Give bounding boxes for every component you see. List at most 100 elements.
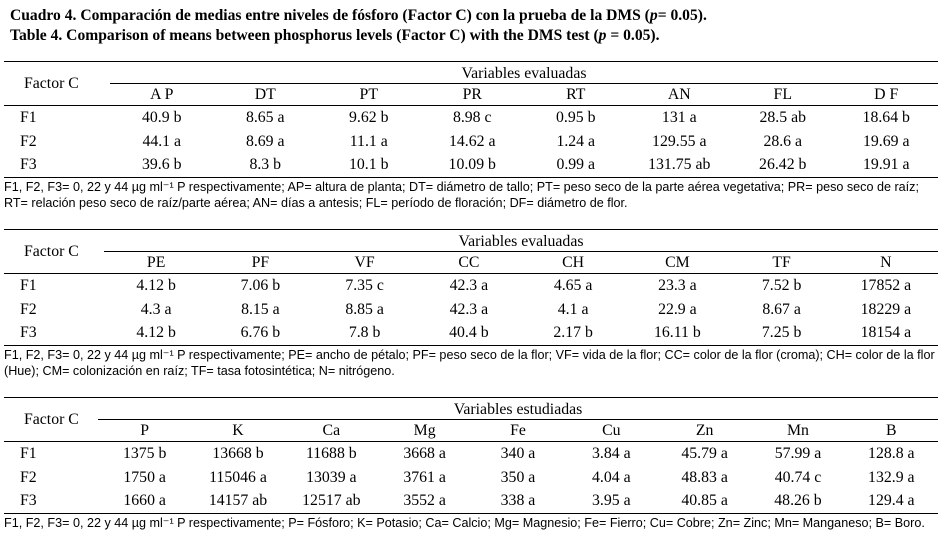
table-row: F2 4.3 a 8.15 a 8.85 a 42.3 a 4.1 a 22.9… xyxy=(4,298,938,322)
table-cell: 10.09 b xyxy=(448,156,496,174)
table-cell: 0.95 b xyxy=(556,108,596,126)
table-cell: 45.79 a xyxy=(681,444,728,462)
caption-spanish: Cuadro 4. Comparación de medias entre ni… xyxy=(10,7,707,24)
table-cell: 131.75 ab xyxy=(648,156,711,174)
table-cell: 132.9 a xyxy=(868,468,915,486)
table-1: Factor C Variables evaluadas A P DT PT P… xyxy=(4,61,938,178)
table-cell: 3.95 a xyxy=(592,492,631,510)
row-label: F1 xyxy=(20,444,37,462)
table-cell: 40.4 b xyxy=(449,324,489,342)
column-header: Ca xyxy=(322,421,341,439)
table-cell: 7.52 b xyxy=(761,276,802,294)
table-cell: 42.3 a xyxy=(449,276,489,294)
table-row: F1 1375 b 13668 b 11688 b 3668 a 340 a 3… xyxy=(4,442,938,466)
table-row: F3 39.6 b 8.3 b 10.1 b 10.09 b 0.99 a 13… xyxy=(4,154,938,178)
table-footnote: F1, F2, F3= 0, 22 y 44 µg ml⁻¹ P respect… xyxy=(4,348,935,378)
column-header: N xyxy=(880,253,892,271)
table-cell: 40.9 b xyxy=(142,108,182,126)
table-cell: 3.84 a xyxy=(592,444,631,462)
table-cell: 338 a xyxy=(500,492,536,510)
group-header: Variables evaluadas xyxy=(104,229,938,252)
column-header: DT xyxy=(254,85,276,103)
table-cell: 129.4 a xyxy=(868,492,915,510)
table-cell: 12517 ab xyxy=(302,492,361,510)
table-cell: 129.55 a xyxy=(652,132,707,150)
table-cell: 4.1 a xyxy=(557,300,589,318)
table-cell: 11688 b xyxy=(305,444,357,462)
row-label: F3 xyxy=(20,156,37,174)
table-cell: 23.3 a xyxy=(658,276,697,294)
table-3: Factor C Variables estudiadas P K Ca Mg … xyxy=(4,397,938,514)
group-header: Variables estudiadas xyxy=(98,397,938,420)
table-cell: 4.3 a xyxy=(140,300,172,318)
row-label: F1 xyxy=(20,276,37,294)
table-cell: 13668 b xyxy=(212,444,264,462)
table-row: F3 1660 a 14157 ab 12517 ab 3552 a 338 a… xyxy=(4,490,938,514)
column-header: CC xyxy=(458,253,480,271)
table-cell: 8.3 b xyxy=(249,156,282,174)
table-cell: 13039 a xyxy=(306,468,357,486)
column-header: K xyxy=(232,421,244,439)
column-header: PF xyxy=(251,253,270,271)
column-header: P xyxy=(140,421,150,439)
table-cell: 4.12 b xyxy=(136,276,176,294)
column-header: D F xyxy=(874,85,899,103)
table-cell: 4.65 a xyxy=(553,276,593,294)
table-row: F2 1750 a 115046 a 13039 a 3761 a 350 a … xyxy=(4,466,938,490)
table-cell: 350 a xyxy=(500,468,536,486)
table-cell: 2.17 b xyxy=(553,324,593,342)
table-cell: 42.3 a xyxy=(449,300,489,318)
column-header: PT xyxy=(359,85,378,103)
row-label: F3 xyxy=(20,324,37,342)
column-header: AN xyxy=(667,85,691,103)
column-header: TF xyxy=(772,253,791,271)
table-2-block: Factor C Variables evaluadas PE PF VF CC… xyxy=(4,229,938,379)
table-cell: 48.26 b xyxy=(774,492,822,510)
table-cell: 48.83 a xyxy=(681,468,728,486)
table-footnote: F1, F2, F3= 0, 22 y 44 µg ml⁻¹ P respect… xyxy=(4,180,919,210)
table-cell: 8.65 a xyxy=(245,108,285,126)
table-cell: 0.99 a xyxy=(556,156,596,174)
column-header: PE xyxy=(146,253,166,271)
table-cell: 8.69 a xyxy=(245,132,285,150)
table-cell: 10.1 b xyxy=(349,156,389,174)
column-header: FL xyxy=(773,85,792,103)
column-header: CM xyxy=(665,253,690,271)
table-cell: 14157 ab xyxy=(208,492,268,510)
column-header: A P xyxy=(150,85,174,103)
table-footnote: F1, F2, F3= 0, 22 y 44 µg ml⁻¹ P respect… xyxy=(4,516,925,530)
column-header: Zn xyxy=(695,421,714,439)
table-cell: 57.99 a xyxy=(774,444,822,462)
table-cell: 115046 a xyxy=(209,468,267,486)
table-cell: 340 a xyxy=(500,444,536,462)
column-header: VF xyxy=(354,253,375,271)
factor-header: Factor C xyxy=(24,410,79,428)
caption-english: Table 4. Comparison of means between pho… xyxy=(10,27,660,44)
factor-header: Factor C xyxy=(24,242,79,260)
table-cell: 1750 a xyxy=(123,468,166,486)
row-label: F1 xyxy=(20,108,37,126)
column-header: RT xyxy=(566,85,586,103)
factor-header: Factor C xyxy=(24,74,79,92)
group-header: Variables evaluadas xyxy=(110,61,938,84)
table-cell: 26.42 b xyxy=(759,156,807,174)
table-cell: 6.76 b xyxy=(240,324,281,342)
row-label: F2 xyxy=(20,468,37,486)
column-header: Cu xyxy=(602,421,621,439)
table-row: F2 44.1 a 8.69 a 11.1 a 14.62 a 1.24 a 1… xyxy=(4,130,938,154)
table-cell: 28.5 ab xyxy=(759,108,806,126)
caption-block: Cuadro 4. Comparación de medias entre ni… xyxy=(10,6,935,46)
table-cell: 7.35 c xyxy=(345,276,384,294)
table-cell: 18.64 b xyxy=(862,108,910,126)
table-cell: 18154 a xyxy=(860,324,912,342)
row-label: F2 xyxy=(20,300,37,318)
column-header: Fe xyxy=(510,421,526,439)
row-label: F3 xyxy=(20,492,37,510)
table-cell: 19.91 a xyxy=(862,156,910,174)
table-cell: 1660 a xyxy=(123,492,166,510)
table-cell: 7.06 b xyxy=(240,276,281,294)
table-2: Factor C Variables evaluadas PE PF VF CC… xyxy=(4,229,938,346)
table-cell: 7.8 b xyxy=(348,324,381,342)
table-cell: 16.11 b xyxy=(653,324,701,342)
table-row: F1 40.9 b 8.65 a 9.62 b 8.98 c 0.95 b 13… xyxy=(4,106,938,130)
